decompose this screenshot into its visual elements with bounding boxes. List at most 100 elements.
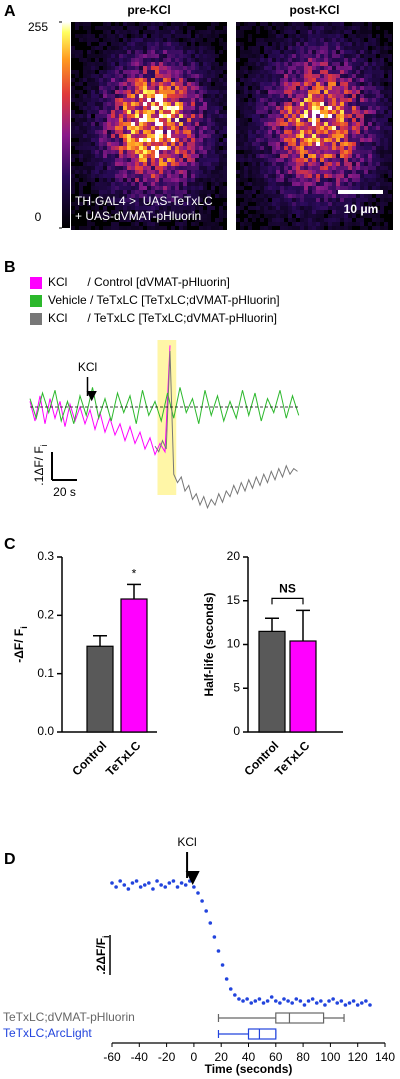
pixel — [187, 166, 191, 170]
colorbar — [62, 22, 70, 228]
pixel — [352, 34, 356, 38]
pixel — [288, 138, 292, 142]
pixel — [296, 118, 300, 122]
pixel — [328, 182, 332, 186]
pixel — [111, 58, 115, 62]
pixel — [348, 74, 352, 78]
pixel — [356, 70, 360, 74]
pixel — [288, 202, 292, 206]
pixel — [91, 138, 95, 142]
pixel — [187, 58, 191, 62]
pixel — [304, 138, 308, 142]
pixel — [324, 130, 328, 134]
pixel — [344, 222, 348, 226]
pixel — [155, 50, 159, 54]
pixel — [368, 98, 372, 102]
pixel — [280, 70, 284, 74]
pixel — [147, 174, 151, 178]
pixel — [159, 102, 163, 106]
pixel — [372, 170, 376, 174]
pixel — [139, 218, 143, 222]
pixel — [91, 130, 95, 134]
pixel — [380, 58, 384, 62]
pixel — [95, 130, 99, 134]
pixel — [203, 174, 207, 178]
pixel — [127, 54, 131, 58]
pixel — [292, 22, 296, 26]
pixel — [163, 98, 167, 102]
pixel — [272, 58, 276, 62]
pixel — [304, 94, 308, 98]
pixel — [135, 86, 139, 90]
pixel — [95, 142, 99, 146]
pixel — [135, 214, 139, 218]
pixel — [380, 74, 384, 78]
pixel — [244, 170, 248, 174]
pixel — [199, 62, 203, 66]
pixel — [352, 166, 356, 170]
pixel — [348, 186, 352, 190]
pixel — [260, 114, 264, 118]
pixel — [135, 70, 139, 74]
pixel — [328, 114, 332, 118]
pixel — [79, 106, 83, 110]
pixel — [119, 218, 123, 222]
pixel — [99, 138, 103, 142]
pixel — [159, 122, 163, 126]
pixel — [380, 130, 384, 134]
pixel — [352, 78, 356, 82]
point — [343, 1003, 348, 1007]
pixel — [328, 34, 332, 38]
pixel — [388, 106, 392, 110]
pixel — [260, 94, 264, 98]
pixel — [223, 126, 227, 130]
pixel — [328, 130, 332, 134]
pixel — [95, 170, 99, 174]
pixel — [316, 146, 320, 150]
pixel — [135, 206, 139, 210]
point — [114, 885, 118, 889]
pixel — [111, 190, 115, 194]
pixel — [155, 126, 159, 130]
pixel — [268, 110, 272, 114]
pixel — [127, 46, 131, 50]
pixel — [372, 218, 376, 222]
pixel — [368, 154, 372, 158]
pixel — [380, 198, 384, 202]
pixel — [364, 170, 368, 174]
pixel — [203, 46, 207, 50]
pixel — [308, 226, 312, 230]
pixel — [211, 166, 215, 170]
pixel — [376, 46, 380, 50]
pixel — [139, 122, 143, 126]
pixel — [276, 22, 280, 26]
pixel — [115, 210, 119, 214]
pixel — [336, 78, 340, 82]
pixel — [211, 226, 215, 230]
pixel — [91, 74, 95, 78]
pixel — [147, 226, 151, 230]
pixel — [340, 162, 344, 166]
pixel — [312, 42, 316, 46]
pixel — [111, 70, 115, 74]
pixel — [115, 130, 119, 134]
pixel — [244, 110, 248, 114]
pixel — [179, 138, 183, 142]
pixel — [207, 54, 211, 58]
pixel — [123, 154, 127, 158]
pixel — [143, 54, 147, 58]
pixel — [83, 118, 87, 122]
pixel — [87, 154, 91, 158]
pixel — [372, 110, 376, 114]
pixel — [340, 54, 344, 58]
pixel — [179, 210, 183, 214]
pixel — [99, 146, 103, 150]
pixel — [296, 178, 300, 182]
pixel — [268, 202, 272, 206]
point — [302, 1003, 307, 1007]
pixel — [203, 118, 207, 122]
pixel — [376, 50, 380, 54]
pixel — [248, 50, 252, 54]
pixel — [292, 50, 296, 54]
pixel — [167, 170, 171, 174]
